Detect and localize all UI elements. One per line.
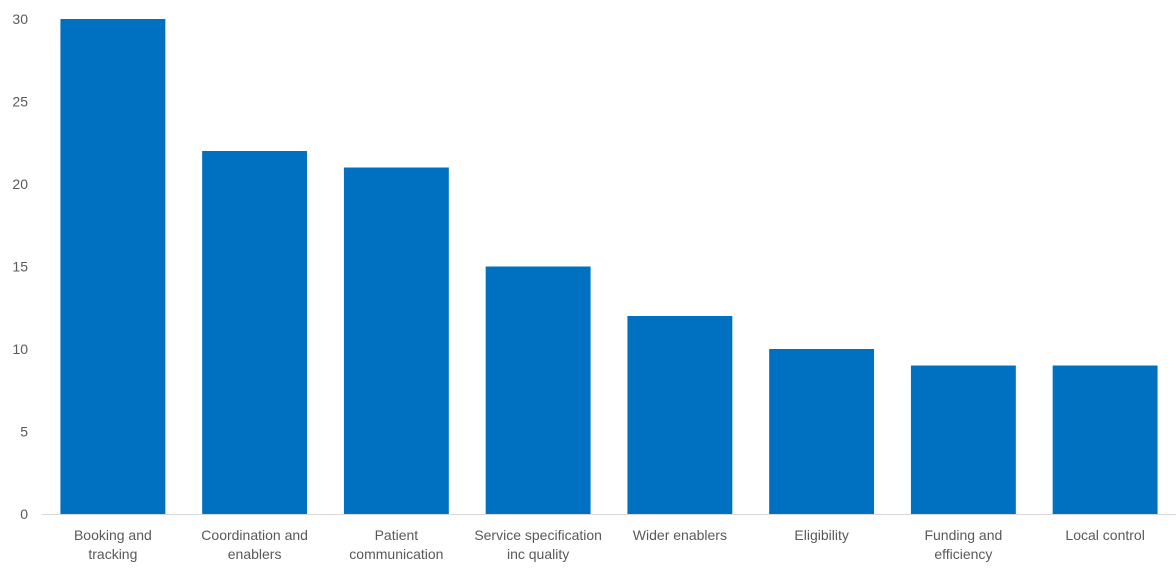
x-tick-label-line: Service specification (474, 527, 602, 543)
bar (60, 19, 166, 514)
bar (485, 266, 591, 514)
x-tick-label: Coordination and enablers (201, 527, 308, 562)
x-tick-label-line: Coordination and (201, 527, 308, 543)
bar (910, 365, 1016, 514)
y-tick-label: 30 (12, 11, 28, 27)
y-tick-label: 0 (20, 506, 28, 522)
x-tick-label: Booking and tracking (74, 527, 152, 562)
x-tick-label: Patient communication (349, 527, 443, 562)
bar (343, 167, 449, 514)
bar (627, 316, 733, 514)
y-tick-label: 5 (20, 424, 28, 440)
x-tick-label-line: Booking and (74, 527, 152, 543)
x-tick-label-line: efficiency (934, 546, 992, 562)
bars (60, 19, 1158, 514)
x-tick-label-line: communication (349, 546, 443, 562)
y-tick-label: 20 (12, 176, 28, 192)
bar (1052, 365, 1158, 514)
y-axis: 0 5 10 15 20 25 30 (12, 11, 28, 522)
x-tick-label-line: Patient (375, 527, 419, 543)
x-tick-label: Funding and efficiency (924, 527, 1002, 562)
x-tick-label-line: inc quality (507, 546, 569, 562)
bar (202, 151, 308, 514)
x-tick-label-line: enablers (228, 546, 282, 562)
x-tick-label: Local control (1065, 527, 1144, 543)
y-tick-label: 10 (12, 341, 28, 357)
x-tick-label: Wider enablers (633, 527, 727, 543)
x-tick-label-line: Eligibility (794, 527, 848, 543)
y-tick-label: 15 (12, 259, 28, 275)
bar (769, 349, 875, 514)
x-tick-label-line: Local control (1065, 527, 1144, 543)
x-tick-label-line: Funding and (924, 527, 1002, 543)
x-axis: Booking and tracking Coordination and enabl… (74, 527, 1145, 562)
x-tick-label: Service specification inc quality (474, 527, 602, 562)
x-tick-label-line: tracking (88, 546, 137, 562)
x-tick-label: Eligibility (794, 527, 848, 543)
y-tick-label: 25 (12, 94, 28, 110)
x-tick-label-line: Wider enablers (633, 527, 727, 543)
